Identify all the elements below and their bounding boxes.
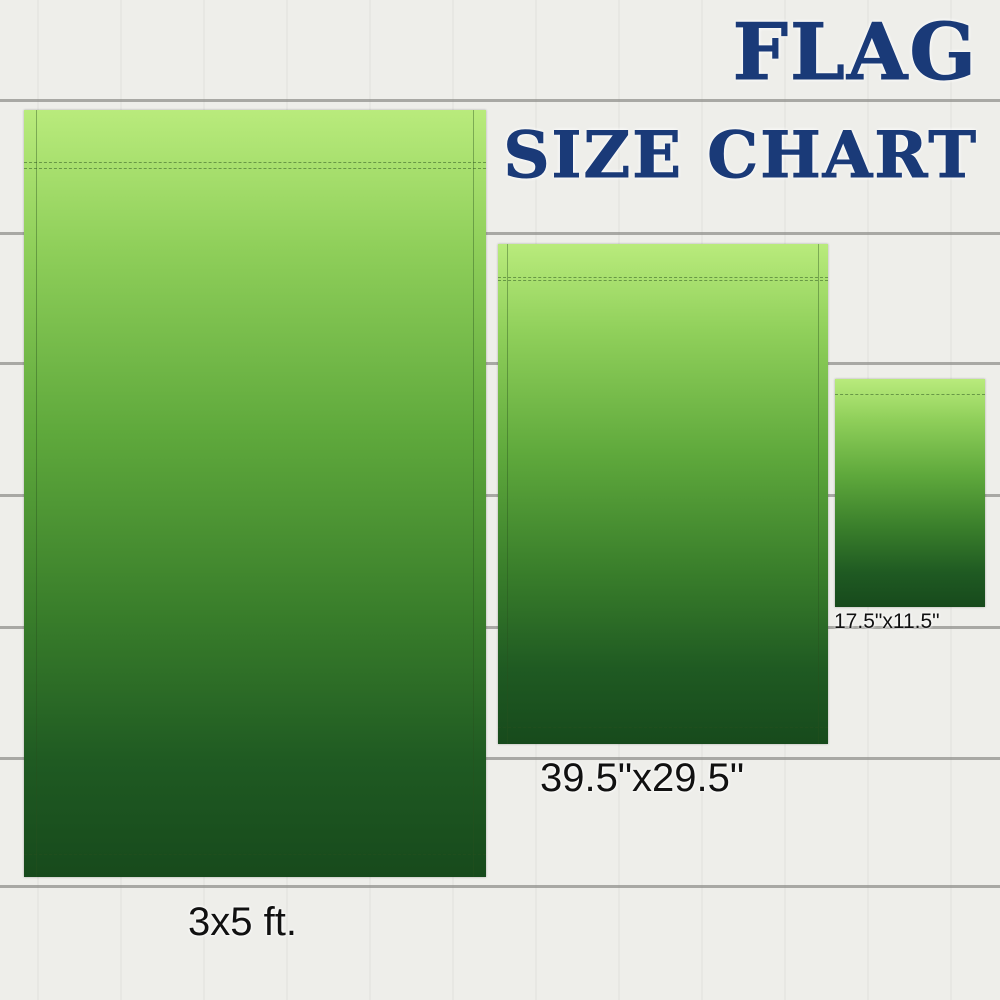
- title-line-1: FLAG: [732, 7, 978, 98]
- plank-seam: [0, 232, 1000, 235]
- title-line-2: SIZE CHART: [503, 118, 978, 194]
- flag-medium: [498, 244, 828, 744]
- flag-medium-label: 39.5"x29.5": [540, 756, 745, 800]
- flag-large: [24, 110, 486, 877]
- flag-large-label: 3x5 ft.: [188, 900, 297, 944]
- plank-seam: [0, 757, 1000, 760]
- flag-small: [835, 379, 985, 607]
- plank-seam: [0, 99, 1000, 102]
- flag-small-label: 17.5"x11.5": [834, 610, 940, 633]
- plank-seam: [0, 885, 1000, 888]
